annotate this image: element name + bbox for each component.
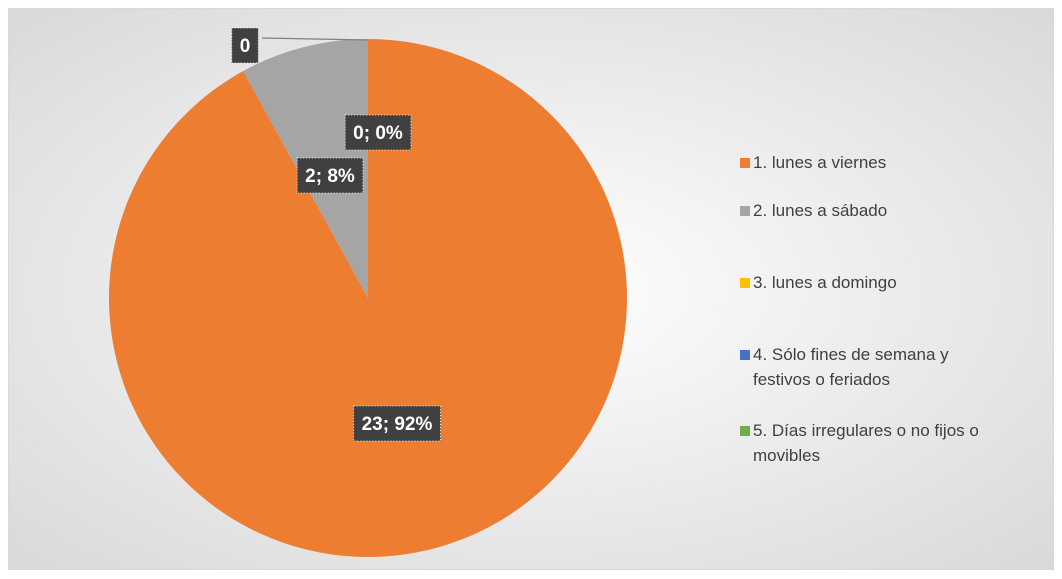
data-label-box: [231, 27, 259, 64]
legend-item: 1. lunes a viernes: [740, 150, 1030, 175]
data-label: 2; 8%: [305, 166, 355, 187]
data-label: 23; 92%: [362, 414, 433, 435]
legend-item: 5. Días irregulares o no fijos o movible…: [740, 418, 1015, 468]
data-label-box: [353, 405, 441, 442]
legend-swatch: [740, 350, 750, 360]
legend-label: 5. Días irregulares o no fijos o movible…: [753, 421, 979, 465]
legend-swatch: [740, 426, 750, 436]
data-label-box: [296, 157, 364, 194]
legend-swatch: [740, 278, 750, 288]
data-label-box: [344, 114, 412, 151]
pie-slice: [108, 39, 628, 558]
legend-item: 4. Sólo fines de semana y festivos o fer…: [740, 342, 1008, 392]
legend-swatch: [740, 158, 750, 168]
legend-label: 4. Sólo fines de semana y festivos o fer…: [753, 345, 949, 389]
legend-item: 2. lunes a sábado: [740, 198, 1030, 223]
data-label: 0: [240, 36, 251, 57]
legend-label: 2. lunes a sábado: [753, 201, 888, 220]
legend-item: 3. lunes a domingo: [740, 270, 1030, 295]
data-label: 0; 0%: [353, 123, 403, 144]
legend-label: 1. lunes a viernes: [753, 153, 887, 172]
legend-swatch: [740, 206, 750, 216]
legend: 1. lunes a viernes 2. lunes a sábado 3. lu…: [740, 150, 1030, 468]
data-labels: 23; 92% 2; 8% 0; 0% 0: [231, 27, 441, 442]
leader-line: [261, 37, 369, 41]
legend-label: 3. lunes a domingo: [753, 273, 897, 292]
